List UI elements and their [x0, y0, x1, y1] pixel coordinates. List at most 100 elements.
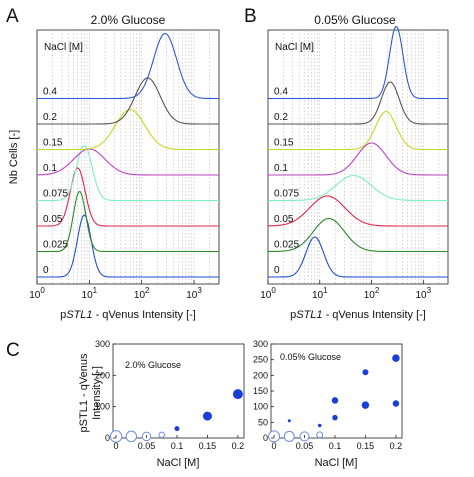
data-point [392, 354, 400, 362]
panel-c-left-ticks: 0 0.05 0.1 0.15 0.2 0 100 200 300 [95, 339, 244, 451]
data-point [125, 430, 138, 443]
x-tick-label: 0.2 [390, 441, 403, 451]
series-label-0.025: 0.025 [43, 240, 68, 251]
panel-c-ylabel-line2: Intensity [-] [91, 366, 103, 420]
panel-c-left-xlabel: NaCl [M] [157, 457, 200, 469]
panel-b-x-ticks: 100 101 102 103 [260, 280, 432, 301]
panel-b-title: 0.05% Glucose [314, 13, 396, 27]
panel-a-series [36, 32, 219, 278]
y-tick-label: 200 [253, 370, 268, 380]
data-point [361, 401, 370, 409]
series-label-0.4: 0.4 [43, 87, 57, 98]
series-line-0.025 [37, 191, 219, 253]
panel-b: B 0.05% Glucose 0 0.025 0.05 0.075 0.1 0.15 0.… [244, 6, 449, 321]
panel-b-legend-header: NaCl [M] [275, 42, 314, 53]
y-tick-label: 200 [95, 370, 110, 380]
x-tick-label: 0.2 [232, 441, 245, 451]
series-line-0 [37, 214, 219, 278]
y-tick-label: 0 [105, 433, 110, 443]
series-label-0: 0 [274, 265, 280, 276]
panel-b-xlabel: pSTL1 - qVenus Intensity [-] [290, 309, 426, 321]
y-tick-label: 150 [253, 386, 268, 396]
panel-a-grid [52, 30, 211, 284]
series-line-0.1 [36, 148, 219, 176]
panel-b-series [267, 25, 448, 278]
x-tick-label: 0.15 [357, 441, 375, 451]
x-tick-label: 0 [114, 441, 119, 451]
x-tick-label: 100 [29, 286, 45, 301]
series-label-0.4: 0.4 [274, 87, 288, 98]
panel-a-x-ticks: 100 101 102 103 [29, 280, 202, 301]
x-tick-label: 0 [272, 441, 277, 451]
series-label-0.15: 0.15 [43, 138, 63, 149]
panel-c-ylabel-line1: pSTL1 - qVenus [78, 353, 90, 432]
series-line-0.025 [268, 217, 448, 253]
x-tick-label: 102 [364, 286, 380, 301]
panel-c-right-xlabel: NaCl [M] [315, 457, 358, 469]
series-line-0.15 [37, 108, 219, 151]
panel-c-letter: C [6, 340, 20, 361]
panel-b-letter: B [244, 6, 257, 27]
series-line-0.05 [37, 167, 219, 227]
panel-a: A 2.0% Glucose 0 0.025 0.05 0.075 0.1 0.15 0.2… [6, 6, 220, 321]
y-tick-label: 250 [253, 355, 268, 365]
data-point [317, 423, 322, 428]
panel-c: C pSTL1 - qVenus Intensity [-] 2.0% Gluc… [6, 339, 403, 469]
series-label-0.05: 0.05 [274, 214, 294, 225]
x-tick-label: 0.05 [138, 441, 156, 451]
x-tick-label: 0.15 [199, 441, 217, 451]
data-point [202, 411, 212, 421]
panel-a-frame [36, 29, 220, 285]
panel-a-xlabel: pSTL1 - qVenus Intensity [-] [60, 309, 196, 321]
x-tick-label: 0.1 [329, 441, 342, 451]
data-point [316, 431, 324, 439]
y-tick-label: 300 [95, 339, 110, 349]
series-line-0.15 [268, 110, 448, 151]
panel-a-legend-header: NaCl [M] [44, 42, 83, 53]
series-label-0.2: 0.2 [43, 112, 57, 123]
series-label-0.05: 0.05 [43, 214, 63, 225]
series-label-0: 0 [43, 265, 49, 276]
panel-c-right-points [268, 354, 400, 443]
data-point [331, 397, 339, 404]
data-point [158, 431, 165, 439]
y-tick-label: 50 [258, 417, 268, 427]
panel-a-series-labels: 0 0.025 0.05 0.075 0.1 0.15 0.2 0.4 [43, 87, 68, 277]
data-point [174, 426, 180, 432]
series-line-0.4 [268, 25, 448, 100]
panel-b-series-labels: 0 0.025 0.05 0.075 0.1 0.15 0.2 0.4 [274, 87, 299, 277]
panel-a-letter: A [6, 6, 19, 27]
data-point [232, 389, 243, 400]
x-tick-label: 101 [82, 286, 98, 301]
x-tick-label: 103 [416, 286, 432, 301]
series-label-0.025: 0.025 [274, 240, 299, 251]
series-label-0.1: 0.1 [43, 163, 57, 174]
panel-c-left-frame [112, 343, 245, 439]
series-line-0.05 [267, 195, 448, 227]
series-line-0.1 [268, 142, 448, 176]
y-tick-label: 0 [263, 433, 268, 443]
series-label-0.1: 0.1 [274, 163, 288, 174]
panel-a-title: 2.0% Glucose [91, 13, 166, 27]
series-line-0.2 [37, 77, 219, 125]
data-point [392, 400, 400, 407]
x-tick-label: 100 [260, 286, 276, 301]
series-label-0.2: 0.2 [274, 112, 288, 123]
series-line-0.2 [268, 81, 448, 125]
y-tick-label: 300 [253, 339, 268, 349]
series-label-0.075: 0.075 [274, 189, 299, 200]
x-tick-label: 102 [134, 286, 150, 301]
panel-c-right-ticks: 0 0.05 0.1 0.15 0.2 0 50 100 150 200 250 300 [253, 339, 402, 451]
panel-a-ylabel: Nb Cells [-] [8, 130, 20, 184]
x-tick-label: 0.05 [296, 441, 314, 451]
y-tick-label: 100 [95, 402, 110, 412]
x-tick-label: 0.1 [171, 441, 184, 451]
data-point [362, 369, 369, 376]
y-tick-label: 100 [253, 402, 268, 412]
data-point [332, 414, 338, 421]
panel-c-left-title: 2.0% Glucose [125, 360, 181, 370]
data-point [283, 430, 295, 442]
series-label-0.075: 0.075 [43, 189, 68, 200]
x-tick-label: 101 [312, 286, 328, 301]
